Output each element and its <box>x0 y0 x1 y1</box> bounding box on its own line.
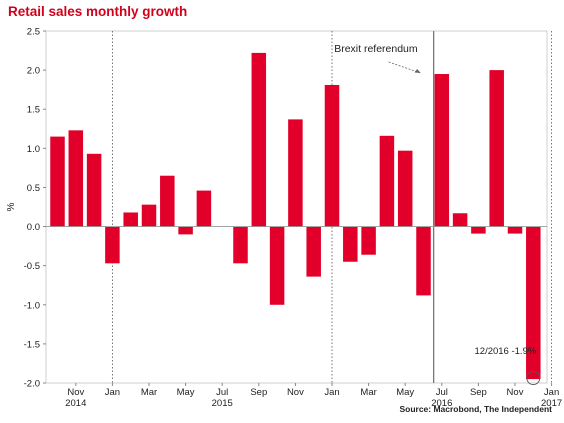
bar <box>123 212 138 227</box>
x-tick-label: Sep <box>470 387 487 398</box>
bar <box>379 135 395 227</box>
bar <box>269 226 285 305</box>
x-tick-label: Nov <box>67 387 84 398</box>
bar <box>361 226 376 255</box>
y-tick-label: -2.0 <box>24 379 40 390</box>
bar <box>324 84 340 227</box>
bar <box>178 226 193 235</box>
bar <box>86 153 102 227</box>
bar <box>68 130 84 227</box>
brexit-arrowhead <box>414 69 421 73</box>
x-year-label: 2016 <box>431 398 452 409</box>
y-tick-label: 0.5 <box>27 183 40 194</box>
brexit-label: Brexit referendum <box>334 43 418 55</box>
bar <box>233 226 248 264</box>
bar <box>306 226 321 277</box>
y-tick-label: -1.0 <box>24 300 40 311</box>
y-axis-label: % <box>6 202 17 211</box>
y-tick-label: 1.0 <box>27 144 40 155</box>
plot-frame <box>45 30 548 384</box>
brexit-arrow <box>388 61 421 74</box>
bar <box>526 226 541 380</box>
x-tick-label: Jan <box>324 387 339 398</box>
annotation-circle <box>526 371 541 386</box>
y-tick-label: 2.0 <box>27 66 40 77</box>
source-note: Source: Macrobond, The Independent <box>399 404 552 414</box>
bar <box>507 226 523 234</box>
x-year-label: 2017 <box>541 398 562 409</box>
x-tick-label: May <box>396 387 414 398</box>
x-tick-label: Sep <box>250 387 267 398</box>
bar <box>288 119 303 227</box>
y-tick-label: -0.5 <box>24 261 40 272</box>
bar <box>452 213 468 227</box>
bar <box>196 190 212 227</box>
bar <box>343 226 358 262</box>
x-tick-label: Jan <box>544 387 559 398</box>
bar <box>50 136 65 227</box>
y-tick-label: 2.5 <box>27 27 40 38</box>
x-tick-label: Mar <box>141 387 157 398</box>
chart-title: Retail sales monthly growth <box>8 4 188 19</box>
y-tick-label: 1.5 <box>27 105 40 116</box>
bar <box>471 226 486 234</box>
x-tick-label: Jan <box>105 387 120 398</box>
bar <box>489 70 504 227</box>
x-year-label: 2015 <box>212 398 233 409</box>
bar <box>160 175 175 227</box>
x-tick-label: Mar <box>360 387 376 398</box>
bar <box>105 226 120 264</box>
bar <box>141 204 157 227</box>
y-tick-label: -1.5 <box>24 339 40 350</box>
bar <box>416 226 431 296</box>
bar <box>251 52 267 227</box>
bar <box>397 150 413 227</box>
x-tick-label: Nov <box>507 387 524 398</box>
point-annotation-label: 12/2016 -1.9% <box>475 346 537 357</box>
x-tick-label: Jul <box>216 387 228 398</box>
bar <box>434 74 450 227</box>
x-tick-label: Nov <box>287 387 304 398</box>
x-tick-label: May <box>177 387 195 398</box>
x-tick-label: Jul <box>436 387 448 398</box>
x-year-label: 2014 <box>65 398 86 409</box>
y-tick-label: 0.0 <box>27 222 40 233</box>
